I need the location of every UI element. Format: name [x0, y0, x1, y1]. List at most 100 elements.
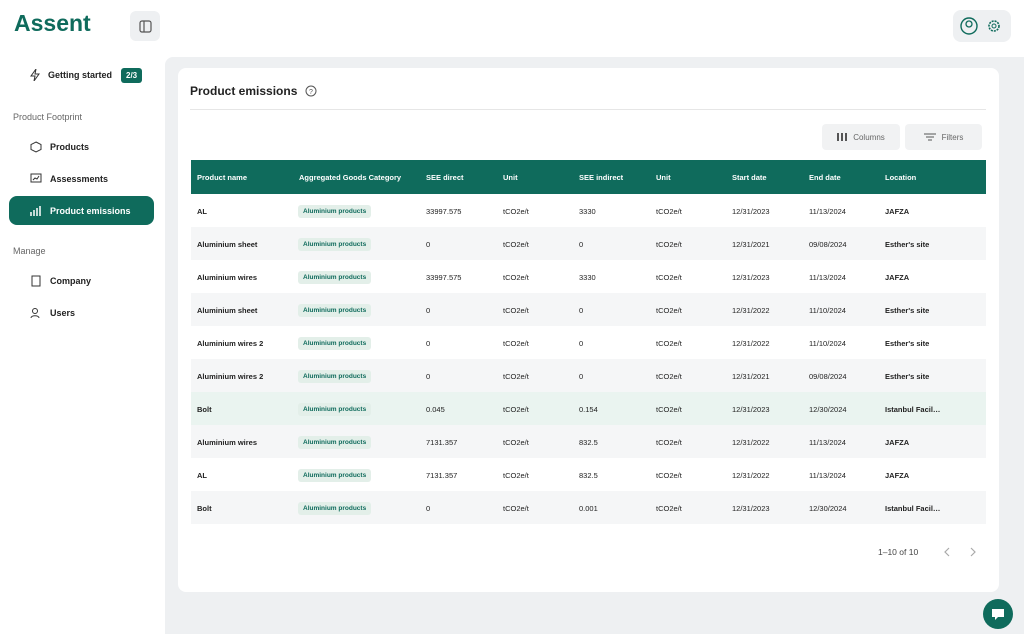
table-cell: tCO2e/t — [503, 405, 529, 414]
table-cell: 0.001 — [579, 504, 598, 513]
table-cell: 0 — [579, 240, 584, 249]
category-chip: Aluminium products — [298, 337, 372, 350]
table-cell: 12/31/2023 — [732, 207, 770, 216]
table-cell: 0 — [579, 372, 584, 381]
table-cell: Esther's site — [885, 306, 930, 315]
table-cell: AL — [197, 471, 207, 480]
nav-label: Getting started — [48, 70, 113, 80]
table-cell: 0.045 — [426, 405, 445, 414]
table-cell: tCO2e/t — [656, 207, 682, 216]
category-chip: Aluminium products — [298, 370, 372, 383]
chat-button[interactable] — [983, 599, 1013, 629]
table-cell: tCO2e/t — [503, 306, 529, 315]
table-cell: Istanbul Facil… — [885, 504, 941, 513]
table-cell: 09/08/2024 — [809, 240, 847, 249]
table-cell: tCO2e/t — [503, 504, 529, 513]
table-cell: Bolt — [197, 405, 212, 414]
table-cell: tCO2e/t — [503, 372, 529, 381]
table-cell: Istanbul Facil… — [885, 405, 941, 414]
category-chip: Aluminium products — [298, 403, 372, 416]
nav-label: Product emissions — [50, 206, 131, 216]
table-cell: 832.5 — [579, 471, 598, 480]
column-header: Start date — [732, 173, 767, 182]
category-chip: Aluminium products — [298, 304, 372, 317]
table-cell: JAFZA — [885, 438, 910, 447]
table-cell: Aluminium wires 2 — [197, 372, 264, 381]
divider — [190, 109, 986, 110]
table-header — [191, 160, 986, 194]
nav-label: Users — [50, 308, 76, 318]
table-cell: tCO2e/t — [656, 273, 682, 282]
table-cell: tCO2e/t — [503, 339, 529, 348]
pager-arrows[interactable] — [940, 545, 980, 559]
column-header: SEE direct — [426, 173, 464, 182]
column-header: Aggregated Goods Category — [299, 173, 402, 182]
table-cell: 33997.575 — [426, 273, 462, 282]
button-label: Columns — [853, 132, 885, 142]
sidebar-toggle[interactable] — [130, 11, 160, 41]
nav-item[interactable]: Getting started — [30, 69, 112, 81]
table-cell: Aluminium wires — [197, 273, 258, 282]
nav-item[interactable]: Company — [30, 275, 91, 287]
table-cell: JAFZA — [885, 207, 910, 216]
category-chip: Aluminium products — [298, 238, 372, 251]
table-cell: Esther's site — [885, 372, 930, 381]
column-header: Product name — [197, 173, 248, 182]
help-icon[interactable]: ? — [305, 85, 317, 97]
nav-item[interactable]: Product emissions — [30, 205, 131, 217]
section-title: Manage — [13, 246, 46, 256]
table-cell: tCO2e/t — [503, 471, 529, 480]
column-header: SEE indirect — [579, 173, 624, 182]
table-cell: tCO2e/t — [656, 306, 682, 315]
table-cell: JAFZA — [885, 273, 910, 282]
table-cell: tCO2e/t — [656, 504, 682, 513]
nav-label: Assessments — [50, 174, 109, 184]
category-chip: Aluminium products — [298, 436, 372, 449]
table-cell: tCO2e/t — [503, 207, 529, 216]
table-cell: 0 — [579, 339, 584, 348]
table-cell: 0 — [426, 372, 431, 381]
table-cell: 3330 — [579, 273, 596, 282]
active-highlight — [9, 196, 154, 225]
columns-button[interactable]: Columns — [822, 124, 900, 150]
table-cell: 832.5 — [579, 438, 598, 447]
table-cell: tCO2e/t — [656, 438, 682, 447]
table-cell: AL — [197, 207, 207, 216]
table-cell: 11/13/2024 — [809, 273, 846, 282]
table-cell: 0 — [426, 504, 431, 513]
table-cell: tCO2e/t — [503, 273, 529, 282]
page-title: Product emissions — [190, 84, 298, 98]
table-cell: Esther's site — [885, 339, 930, 348]
table-cell: 11/10/2024 — [809, 339, 846, 348]
table-cell: 0.154 — [579, 405, 598, 414]
section-title: Product Footprint — [13, 112, 83, 122]
table-cell: 0 — [426, 240, 431, 249]
table-cell: tCO2e/t — [503, 438, 529, 447]
logo[interactable]: Assent — [14, 10, 91, 36]
table-cell: Aluminium wires 2 — [197, 339, 264, 348]
table-cell: 0 — [426, 306, 431, 315]
table-cell: Esther's site — [885, 240, 930, 249]
table-cell: tCO2e/t — [656, 372, 682, 381]
table-cell: tCO2e/t — [656, 471, 682, 480]
profile-controls[interactable] — [953, 10, 1011, 42]
table-cell: 12/30/2024 — [809, 405, 847, 414]
column-header: End date — [809, 173, 841, 182]
table-cell: 3330 — [579, 207, 596, 216]
column-header: Unit — [656, 173, 671, 182]
table-cell: 12/31/2022 — [732, 339, 770, 348]
table-cell: 11/13/2024 — [809, 471, 846, 480]
table-cell: 12/31/2022 — [732, 438, 770, 447]
table-cell: 0 — [426, 339, 431, 348]
table-cell: 12/31/2022 — [732, 471, 770, 480]
nav-item[interactable]: Assessments — [30, 173, 108, 185]
table-cell: Aluminium sheet — [197, 306, 258, 315]
table-cell: 11/10/2024 — [809, 306, 846, 315]
table-cell: tCO2e/t — [503, 240, 529, 249]
nav-item[interactable]: Products — [30, 141, 89, 153]
table-cell: JAFZA — [885, 471, 910, 480]
nav-label: Company — [50, 276, 92, 286]
category-chip: Aluminium products — [298, 205, 372, 218]
filters-button[interactable]: Filters — [905, 124, 982, 150]
nav-item[interactable]: Users — [30, 307, 75, 319]
